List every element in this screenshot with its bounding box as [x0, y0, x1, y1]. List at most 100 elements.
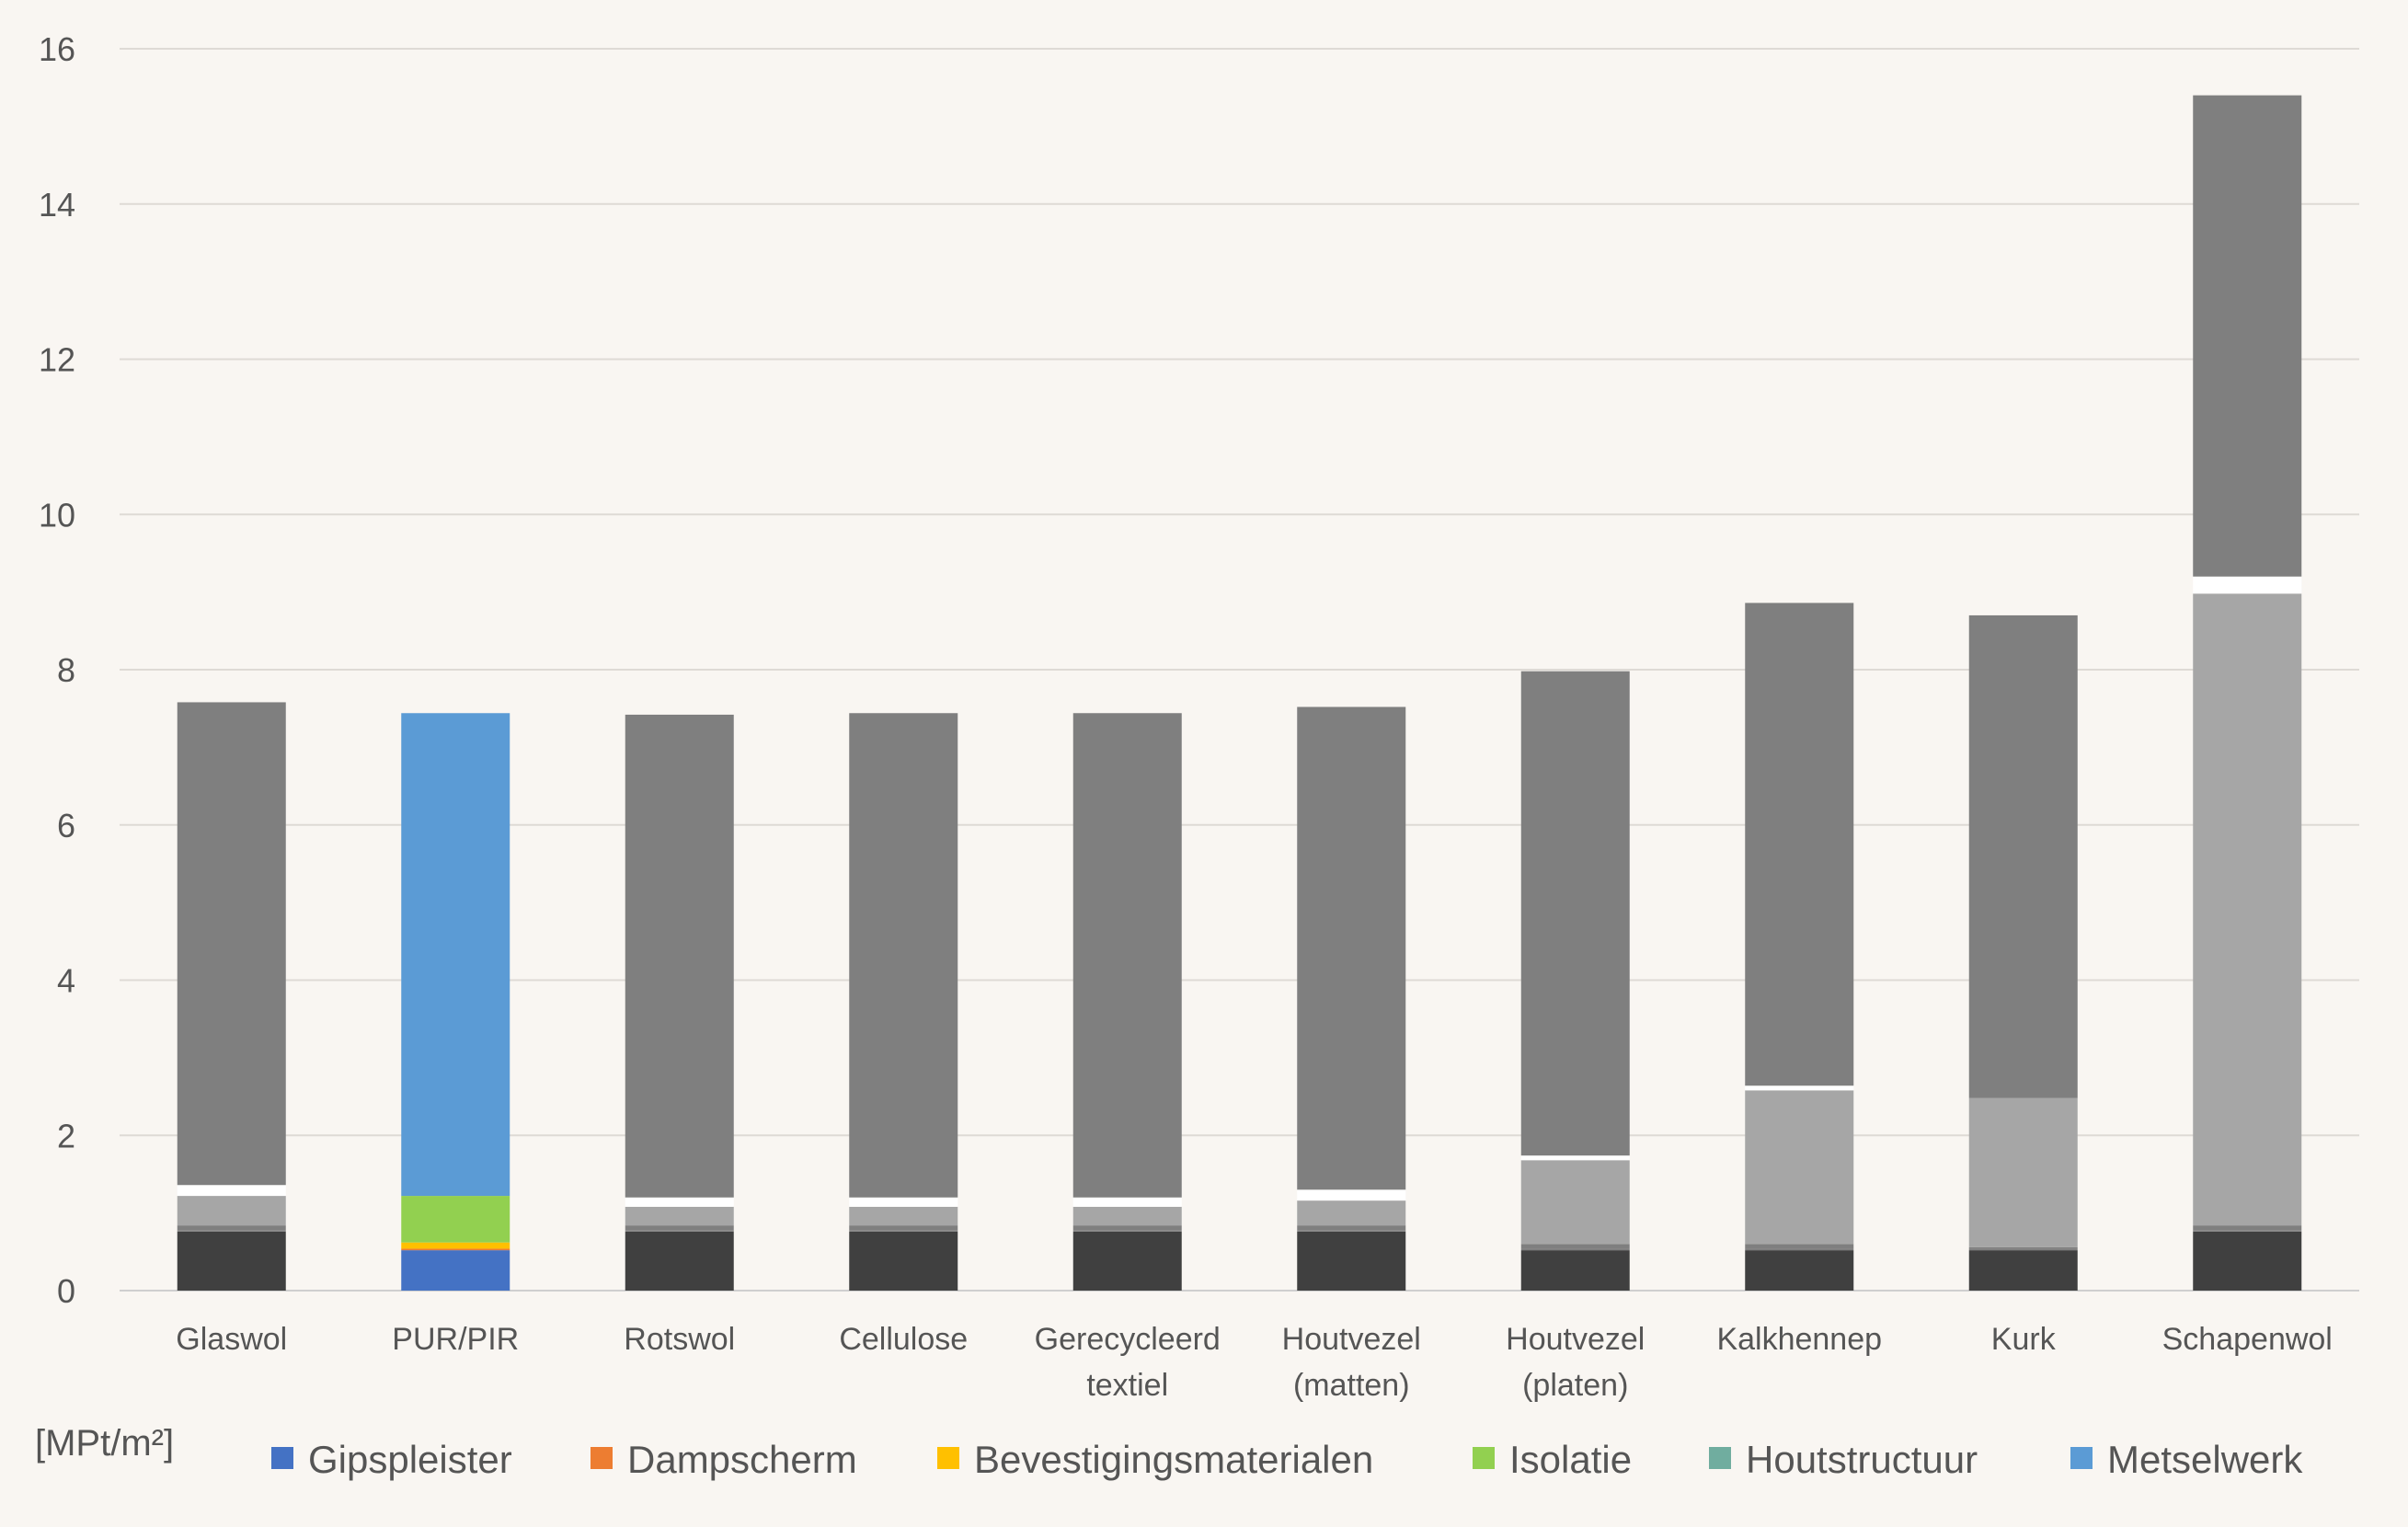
bar-segment-pur-pir-isolatie — [401, 1196, 510, 1243]
x-axis-labels: Glaswol PUR/PIR Rotswol Cellulose Gerecyclee… — [176, 1322, 2333, 1403]
x-category-label: Rotswol — [624, 1322, 735, 1357]
bar-segment-rotswol-isolatie — [625, 1206, 734, 1226]
x-category-label: (matten) — [1293, 1368, 1410, 1403]
bars — [177, 95, 2302, 1291]
bar-segment-schapenwol-gipspleister — [2193, 1231, 2302, 1291]
bar-segment-rotswol-metselwerk — [625, 714, 734, 1198]
y-tick-label: 16 — [39, 30, 75, 68]
legend-label: Isolatie — [1509, 1438, 1632, 1481]
bar-segment-houtvezel-platen--dampscherm — [1520, 1248, 1630, 1251]
bar-segment-cellulose-gipspleister — [849, 1231, 958, 1291]
x-category-label: Houtvezel — [1506, 1322, 1645, 1357]
y-axis-ticks: 0 2 4 6 8 10 12 14 16 — [39, 30, 75, 1310]
legend-label: Dampscherm — [627, 1438, 857, 1481]
bar-segment-rotswol-houtstructuur — [625, 1197, 734, 1207]
legend-label: Gipspleister — [308, 1438, 512, 1481]
bar-segment-houtvezel-platen--bevestigingsmaterialen — [1520, 1244, 1630, 1249]
bar-segment-kurk-gipspleister — [1968, 1250, 2078, 1291]
bar-segment-pur-pir-gipspleister — [401, 1250, 510, 1291]
bar-segment-houtvezel-matten--metselwerk — [1297, 706, 1406, 1190]
bar-segment-kurk-metselwerk — [1968, 614, 2078, 1098]
bar-segment-houtvezel-platen--metselwerk — [1520, 671, 1630, 1156]
bar-segment-rotswol-gipspleister — [625, 1231, 734, 1291]
bar-segment-pur-pir-dampscherm — [401, 1248, 510, 1251]
y-tick-label: 2 — [57, 1117, 75, 1154]
x-category-label: textiel — [1086, 1368, 1168, 1403]
legend-item-houtstructuur: Houtstructuur — [1709, 1438, 1978, 1481]
bar-segment-kalkhennep-dampscherm — [1745, 1248, 1854, 1251]
legend-swatch — [591, 1447, 613, 1469]
bar-segment-kalkhennep-gipspleister — [1745, 1250, 1854, 1291]
x-category-label: Schapenwol — [2162, 1322, 2333, 1357]
y-tick-label: 0 — [57, 1272, 75, 1310]
legend-label: Bevestigingsmaterialen — [974, 1438, 1373, 1481]
bar-segment-kurk-bevestigingsmaterialen — [1968, 1246, 2078, 1249]
legend-item-bevestigingsmaterialen: Bevestigingsmaterialen — [937, 1438, 1373, 1481]
bar-segment-rotswol-dampscherm — [625, 1230, 734, 1232]
x-category-label: Gerecycleerd — [1035, 1322, 1221, 1357]
bar-segment-glaswol-metselwerk — [177, 702, 286, 1186]
bar-segment-glaswol-gipspleister — [177, 1231, 286, 1291]
legend-swatch — [2070, 1447, 2093, 1469]
bar-segment-schapenwol-metselwerk — [2193, 95, 2302, 577]
bar-segment-schapenwol-dampscherm — [2193, 1230, 2302, 1232]
bar-segment-houtvezel-matten--isolatie — [1297, 1200, 1406, 1226]
bar-segment-gerecycleerd-textiel-isolatie — [1072, 1206, 1182, 1226]
bar-segment-cellulose-metselwerk — [849, 713, 958, 1198]
bar-segment-pur-pir-bevestigingsmaterialen — [401, 1242, 510, 1249]
x-category-label: Houtvezel — [1282, 1322, 1421, 1357]
bar-segment-gerecycleerd-textiel-houtstructuur — [1072, 1197, 1182, 1207]
bar-segment-kurk-dampscherm — [1968, 1248, 2078, 1251]
legend-swatch — [937, 1447, 959, 1469]
bar-segment-gerecycleerd-textiel-bevestigingsmaterialen — [1072, 1225, 1182, 1231]
x-category-label: Kurk — [1991, 1322, 2057, 1357]
bar-segment-kalkhennep-houtstructuur — [1745, 1085, 1854, 1091]
legend: Gipspleister Dampscherm Bevestigingsmateri… — [271, 1438, 2303, 1481]
bar-segment-houtvezel-platen--houtstructuur — [1520, 1155, 1630, 1161]
y-tick-label: 14 — [39, 186, 75, 224]
bar-segment-cellulose-isolatie — [849, 1206, 958, 1226]
y-tick-label: 6 — [57, 807, 75, 844]
y-tick-label: 4 — [57, 962, 75, 1000]
x-category-label: (platen) — [1522, 1368, 1628, 1403]
bar-segment-glaswol-bevestigingsmaterialen — [177, 1225, 286, 1231]
bar-segment-houtvezel-matten--gipspleister — [1297, 1231, 1406, 1291]
legend-item-dampscherm: Dampscherm — [591, 1438, 857, 1481]
bar-segment-houtvezel-matten--dampscherm — [1297, 1230, 1406, 1232]
legend-label: Houtstructuur — [1746, 1438, 1978, 1481]
bar-segment-schapenwol-houtstructuur — [2193, 576, 2302, 594]
legend-swatch — [1709, 1447, 1731, 1469]
x-category-label: Cellulose — [839, 1322, 968, 1357]
y-tick-label: 8 — [57, 651, 75, 689]
bar-segment-glaswol-isolatie — [177, 1196, 286, 1226]
bar-segment-cellulose-houtstructuur — [849, 1197, 958, 1207]
x-category-label: Glaswol — [176, 1322, 287, 1357]
bar-segment-gerecycleerd-textiel-dampscherm — [1072, 1230, 1182, 1232]
x-category-label: Kalkhennep — [1716, 1322, 1882, 1357]
x-category-label: PUR/PIR — [392, 1322, 519, 1357]
y-tick-label: 12 — [39, 341, 75, 379]
legend-item-metselwerk: Metselwerk — [2070, 1438, 2303, 1481]
bar-segment-houtvezel-matten--bevestigingsmaterialen — [1297, 1225, 1406, 1231]
bar-segment-glaswol-dampscherm — [177, 1230, 286, 1232]
bar-segment-houtvezel-platen--gipspleister — [1520, 1250, 1630, 1291]
bar-segment-kalkhennep-metselwerk — [1745, 603, 1854, 1086]
bar-segment-rotswol-bevestigingsmaterialen — [625, 1225, 734, 1231]
bar-segment-houtvezel-platen--isolatie — [1520, 1160, 1630, 1245]
bar-segment-houtvezel-matten--houtstructuur — [1297, 1189, 1406, 1201]
bar-segment-kurk-isolatie — [1968, 1097, 2078, 1247]
bar-segment-kalkhennep-isolatie — [1745, 1090, 1854, 1245]
bar-segment-gerecycleerd-textiel-gipspleister — [1072, 1231, 1182, 1291]
bar-segment-cellulose-bevestigingsmaterialen — [849, 1225, 958, 1231]
legend-swatch — [1473, 1447, 1495, 1469]
bar-segment-pur-pir-metselwerk — [401, 713, 510, 1197]
bar-segment-kalkhennep-bevestigingsmaterialen — [1745, 1244, 1854, 1249]
bar-segment-glaswol-houtstructuur — [177, 1185, 286, 1197]
legend-swatch — [271, 1447, 293, 1469]
bar-segment-cellulose-dampscherm — [849, 1230, 958, 1232]
bar-segment-schapenwol-bevestigingsmaterialen — [2193, 1225, 2302, 1231]
legend-item-isolatie: Isolatie — [1473, 1438, 1632, 1481]
bar-segment-schapenwol-isolatie — [2193, 593, 2302, 1226]
